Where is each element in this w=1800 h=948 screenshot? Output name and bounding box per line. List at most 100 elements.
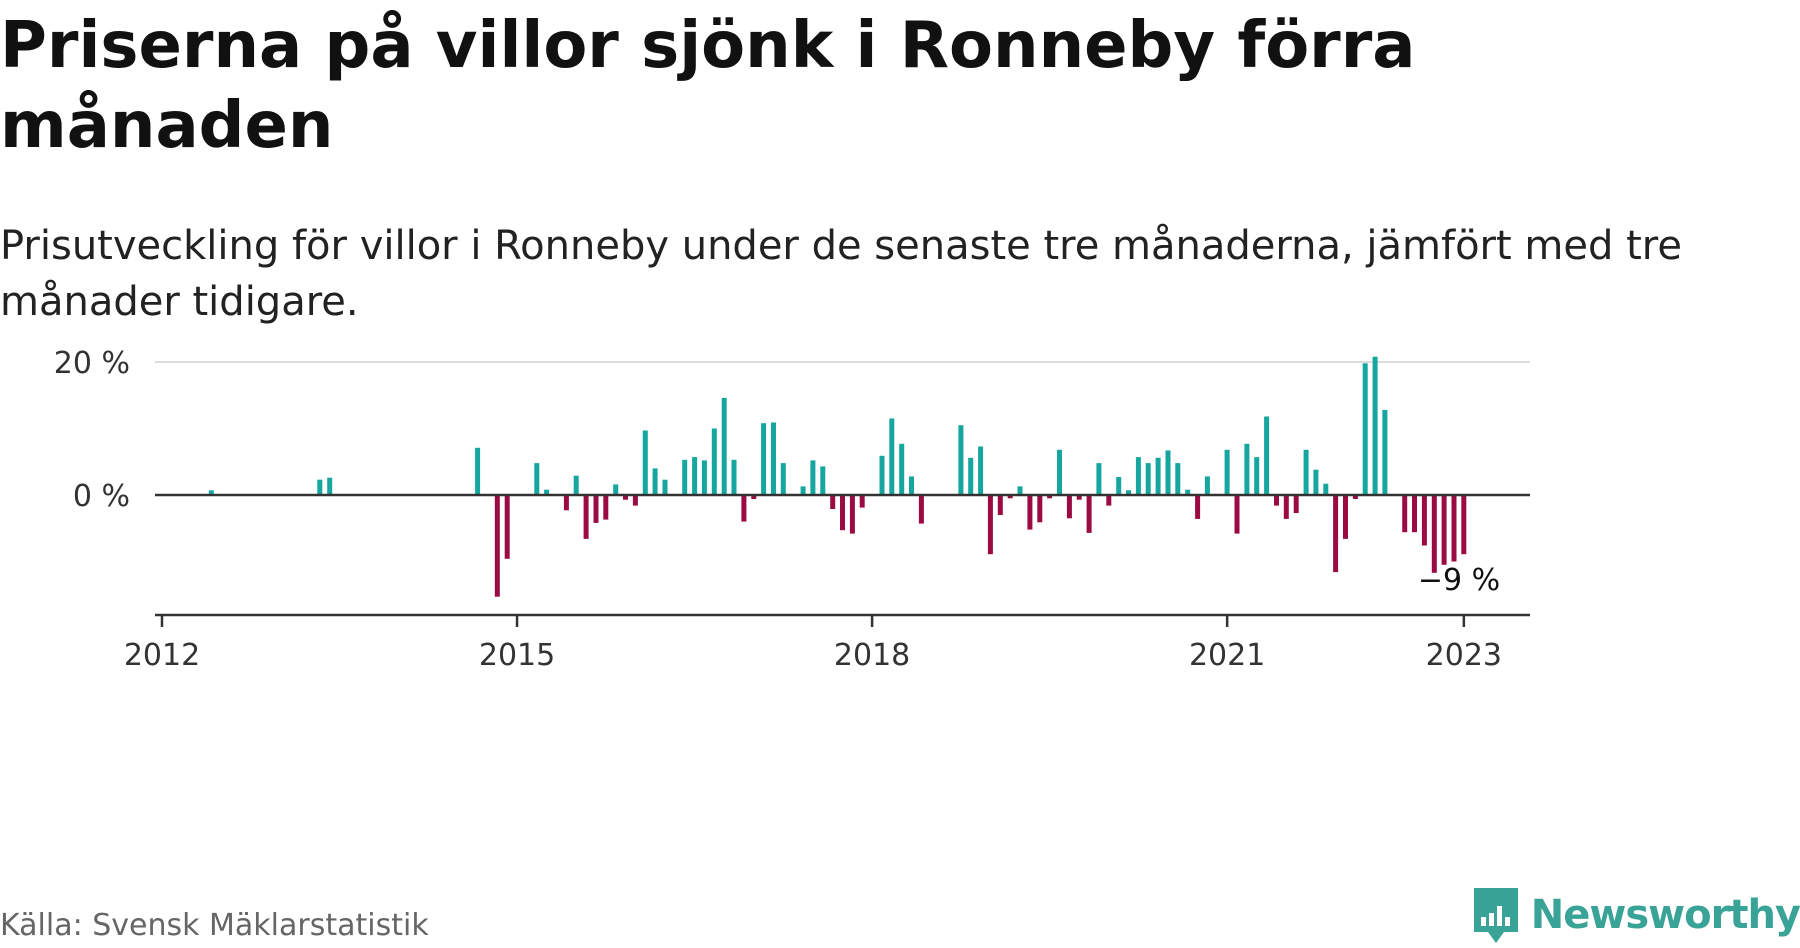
bar [1155, 457, 1161, 495]
bar [1402, 495, 1408, 533]
bar [810, 460, 816, 495]
bar [642, 430, 648, 495]
bar [583, 495, 589, 539]
bars [208, 356, 1467, 597]
bar [1116, 477, 1122, 495]
bar [1007, 495, 1013, 499]
bar [208, 490, 214, 495]
bar [771, 422, 776, 495]
bar [1293, 495, 1299, 513]
bar [1441, 495, 1447, 565]
bar [1451, 495, 1457, 562]
bar [1343, 495, 1348, 539]
y-axis-labels: 0 % 20 % [54, 346, 130, 514]
bar [692, 457, 698, 495]
x-axis-labels: 2012 2015 2018 2021 2023 [124, 638, 1502, 673]
bar [1066, 495, 1072, 519]
bar [879, 455, 885, 495]
bar [1244, 443, 1250, 495]
brand-logo[interactable]: Newsworthy [1471, 884, 1800, 946]
bar [968, 457, 974, 495]
bar [840, 495, 845, 531]
bar [573, 475, 579, 495]
bar [544, 489, 550, 495]
bar [751, 495, 757, 499]
bar [1145, 463, 1151, 495]
bar [1362, 363, 1368, 495]
bar [593, 495, 599, 523]
bar [475, 447, 481, 495]
bar [504, 495, 510, 559]
axes [155, 493, 1530, 627]
bar [701, 460, 707, 495]
chart-subtitle: Prisutveckling för villor i Ronneby unde… [0, 223, 1682, 325]
bar [830, 495, 836, 509]
bar [1195, 495, 1201, 519]
bar [652, 468, 658, 495]
bar [1274, 495, 1279, 506]
y-tick-label: 20 % [54, 346, 130, 381]
bar [987, 495, 993, 555]
bar [632, 495, 638, 506]
x-tick-label: 2015 [479, 638, 555, 673]
bar-chart: 0 % 20 % 2012 2015 2018 2021 2023 −9 % [54, 346, 1530, 673]
bar [1254, 457, 1260, 495]
x-tick-label: 2021 [1189, 638, 1265, 673]
bar [849, 495, 855, 534]
bar [603, 495, 609, 520]
data-label-last-value: −9 % [1418, 563, 1500, 598]
bar [682, 459, 688, 495]
bar [1175, 463, 1181, 495]
bar [1047, 495, 1053, 499]
bar [918, 495, 924, 524]
bar [662, 479, 668, 495]
bar [859, 495, 865, 508]
bar [761, 423, 767, 495]
bar [731, 459, 737, 495]
x-tick-label: 2012 [124, 638, 200, 673]
bar [958, 425, 964, 495]
source-note: Källa: Svensk Mäklarstatistik [0, 908, 429, 943]
bar [1126, 490, 1131, 495]
bar [1017, 486, 1023, 495]
bar [327, 477, 333, 495]
bar [534, 463, 540, 495]
bar [317, 479, 323, 495]
bar [800, 486, 806, 495]
bar [1283, 495, 1289, 519]
bar [820, 466, 826, 495]
brand-name: Newsworthy [1530, 892, 1800, 938]
x-tick-label: 2023 [1426, 638, 1502, 673]
bar [1421, 495, 1427, 546]
y-tick-label: 0 % [73, 479, 130, 514]
x-tick-label: 2018 [834, 638, 910, 673]
bar [1412, 495, 1417, 533]
bar [1323, 483, 1329, 495]
bar [1431, 495, 1437, 573]
bar [1234, 495, 1240, 534]
bar [780, 463, 786, 495]
bar [721, 397, 727, 495]
bar [613, 484, 619, 495]
annotations: −9 % [1418, 563, 1500, 598]
bar [1135, 457, 1141, 495]
bar [1224, 449, 1230, 495]
bar [563, 495, 569, 511]
bar [741, 495, 747, 522]
bar [1264, 416, 1270, 495]
bar [1027, 495, 1033, 530]
bar [1352, 495, 1358, 499]
bar [623, 495, 628, 500]
bar [494, 495, 500, 597]
bar [1372, 356, 1378, 495]
bar [899, 443, 905, 495]
bar [1461, 495, 1467, 555]
bar [1204, 476, 1210, 495]
bar [1106, 495, 1112, 506]
bar [1165, 450, 1171, 495]
bar [997, 495, 1003, 515]
bar [909, 476, 914, 495]
bar [1057, 449, 1062, 495]
bar [1037, 495, 1043, 523]
bar [978, 446, 984, 495]
